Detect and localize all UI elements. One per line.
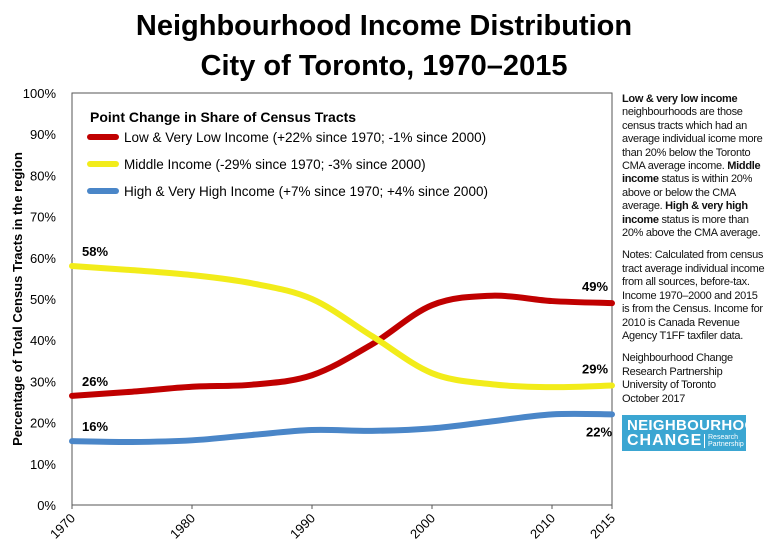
neighbourhood-change-logo: NEIGHBOURHOOD CHANGE Research Partnershi…: [622, 414, 767, 451]
y-tick-label: 30%: [30, 374, 56, 389]
credit-line: Neighbourhood Change: [622, 352, 733, 365]
legend-title: Point Change in Share of Census Tracts: [90, 109, 356, 125]
logo-text: Partnership: [708, 440, 744, 448]
series-line: [69, 263, 615, 391]
y-axis-label: Percentage of Total Census Tracts in the…: [10, 152, 25, 446]
logo-text: NEIGHBOURHOOD: [627, 416, 768, 434]
plot-area: [71, 92, 613, 506]
start-value-label: 26%: [82, 374, 108, 389]
end-value-label: 29%: [582, 362, 608, 377]
y-tick-label: 50%: [30, 292, 56, 307]
y-tick-label: 70%: [30, 210, 56, 225]
x-tick-label: 2015: [587, 511, 618, 542]
x-tick-label: 2000: [407, 511, 438, 542]
start-value-label: 58%: [82, 244, 108, 259]
side-panel: Low & very low income neighbourhoods are…: [622, 93, 767, 451]
credit-line: October 2017: [622, 392, 686, 405]
y-tick-label: 20%: [30, 416, 56, 431]
credit: Neighbourhood Change Research Partnershi…: [622, 352, 767, 406]
end-value-label: 49%: [582, 279, 608, 294]
credit-line: Research Partnership: [622, 365, 723, 378]
legend-entry: Low & Very Low Income (+22% since 1970; …: [124, 130, 486, 145]
chart-subtitle: City of Toronto, 1970–2015: [200, 50, 568, 82]
logo-text: Research: [708, 433, 738, 441]
note-segment: High & very high income: [622, 200, 748, 226]
x-tick-label: 1980: [167, 511, 198, 542]
note-segment: status is within 20% above or below the …: [622, 173, 753, 213]
logo-text: CHANGE: [627, 431, 703, 449]
y-tick-label: 10%: [30, 457, 56, 472]
y-tick-label: 90%: [30, 127, 56, 142]
income-definition-note: Low & very low income neighbourhoods are…: [622, 93, 767, 240]
series-line: [69, 292, 615, 399]
series-line: [69, 410, 615, 445]
note-segment: status is more than 20% above the CMA av…: [622, 213, 761, 240]
y-tick-label: 40%: [30, 333, 56, 348]
y-tick-label: 80%: [30, 168, 56, 183]
end-value-label: 22%: [586, 424, 612, 439]
start-value-label: 16%: [82, 419, 108, 434]
note-segment: Middle income: [622, 160, 761, 186]
note-segment: neighbourhoods are those census tracts w…: [622, 106, 763, 173]
note-segment: Low & very low income: [622, 93, 738, 105]
y-tick-label: 0%: [37, 498, 56, 513]
legend-entry: Middle Income (-29% since 1970; -3% sinc…: [124, 157, 426, 172]
x-tick-label: 1970: [47, 511, 78, 542]
data-notes: Notes: Calculated from census tract aver…: [622, 249, 765, 342]
y-tick-label: 100%: [23, 86, 57, 101]
chart-title: Neighbourhood Income Distribution: [135, 10, 633, 42]
y-tick-label: 60%: [30, 251, 56, 266]
legend-entry: High & Very High Income (+7% since 1970;…: [124, 184, 488, 199]
x-tick-label: 2010: [527, 511, 558, 542]
credit-line: University of Toronto: [622, 379, 716, 392]
x-tick-label: 1990: [287, 511, 318, 542]
